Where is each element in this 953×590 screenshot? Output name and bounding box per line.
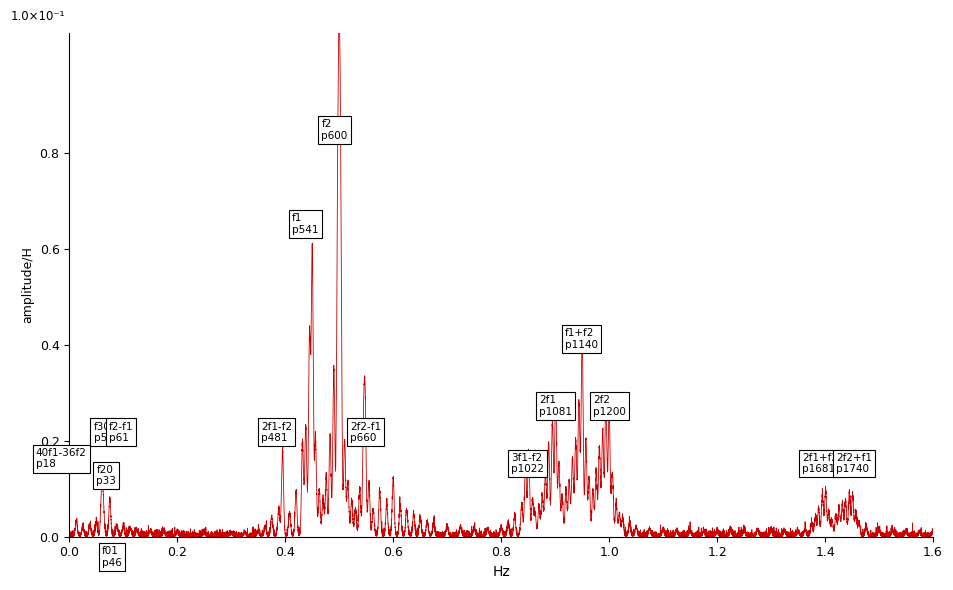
Text: 2f1
p1081: 2f1 p1081 (538, 395, 572, 417)
Text: 2f2
p1200: 2f2 p1200 (593, 395, 625, 417)
Text: f20
p33: f20 p33 (96, 465, 116, 486)
Text: 2f1-f2
p481: 2f1-f2 p481 (261, 421, 292, 443)
Text: 3f1-f2
p1022: 3f1-f2 p1022 (511, 453, 543, 474)
Text: 2f2+f1
p1740: 2f2+f1 p1740 (835, 453, 871, 474)
Text: 2f2-f1
p660: 2f2-f1 p660 (350, 421, 381, 443)
Text: 1.0×10⁻¹: 1.0×10⁻¹ (10, 10, 65, 23)
Y-axis label: amplitude/H: amplitude/H (21, 247, 34, 323)
Text: f30
p50: f30 p50 (93, 421, 113, 443)
X-axis label: Hz: Hz (492, 565, 510, 579)
Text: f2
p600: f2 p600 (321, 119, 347, 141)
Text: f1+f2
p1140: f1+f2 p1140 (564, 328, 598, 350)
Text: f2-f1
p61: f2-f1 p61 (109, 421, 133, 443)
Text: 2f1+f2
p1681: 2f1+f2 p1681 (801, 453, 838, 474)
Text: 40f1-36f2
p18: 40f1-36f2 p18 (36, 448, 87, 470)
Text: f01
p46: f01 p46 (102, 546, 121, 568)
Text: f1
p541: f1 p541 (292, 213, 318, 235)
